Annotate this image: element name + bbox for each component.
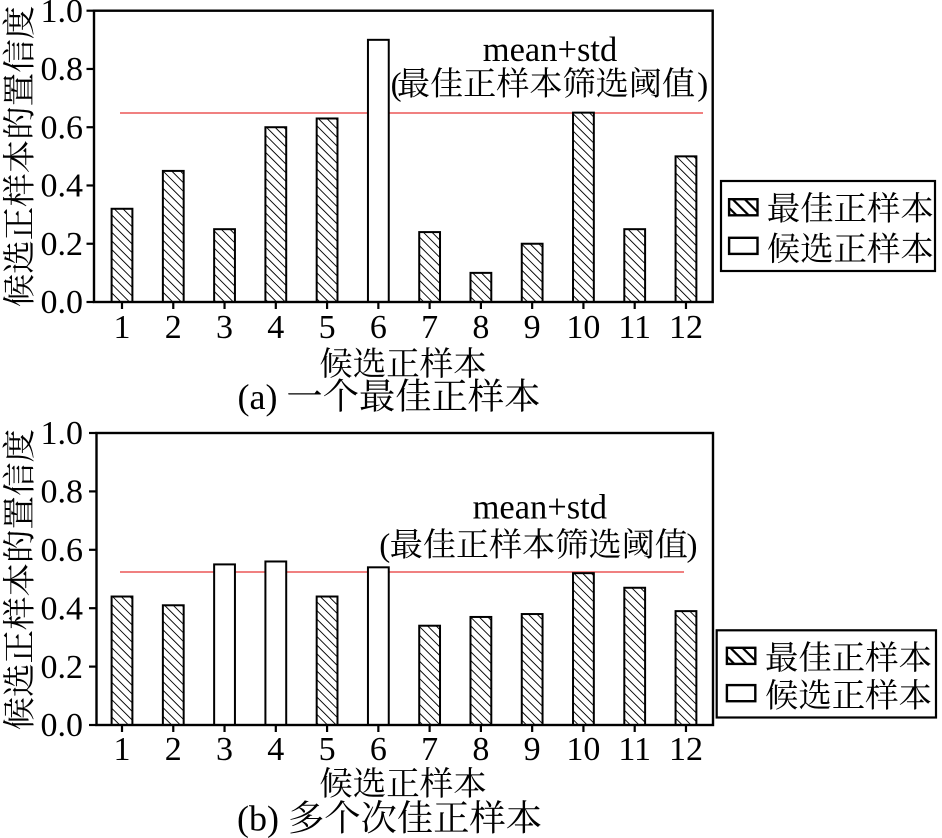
svg-text:4: 4 xyxy=(267,309,284,346)
svg-text:10: 10 xyxy=(566,309,600,346)
svg-text:7: 7 xyxy=(421,309,438,346)
svg-text:(b): (b) xyxy=(237,799,288,838)
svg-text:1.0: 1.0 xyxy=(41,0,84,30)
svg-text:1: 1 xyxy=(114,731,131,768)
svg-text:0.0: 0.0 xyxy=(41,707,84,744)
svg-text:3: 3 xyxy=(216,309,233,346)
svg-text:6: 6 xyxy=(370,309,387,346)
svg-text:0.2: 0.2 xyxy=(41,226,84,263)
svg-text:12: 12 xyxy=(669,309,703,346)
svg-text:10: 10 xyxy=(566,731,600,768)
svg-text:0.8: 0.8 xyxy=(41,51,84,88)
svg-text:12: 12 xyxy=(669,731,703,768)
svg-text:2: 2 xyxy=(165,731,182,768)
svg-text:9: 9 xyxy=(524,309,541,346)
svg-text:6: 6 xyxy=(370,731,387,768)
svg-text:mean+std: mean+std xyxy=(483,31,617,69)
svg-text:11: 11 xyxy=(618,731,651,768)
svg-text:1: 1 xyxy=(114,309,131,346)
svg-text:(: ( xyxy=(379,528,390,564)
svg-text:5: 5 xyxy=(319,309,336,346)
svg-text:0.6: 0.6 xyxy=(41,532,84,569)
svg-text:7: 7 xyxy=(421,731,438,768)
svg-text:1.0: 1.0 xyxy=(41,415,84,452)
svg-text:2: 2 xyxy=(165,309,182,346)
svg-text:): ) xyxy=(697,67,708,103)
svg-text:mean+std: mean+std xyxy=(473,488,607,526)
svg-text:4: 4 xyxy=(267,731,284,768)
svg-text:): ) xyxy=(687,528,698,564)
svg-text:0.6: 0.6 xyxy=(41,109,84,146)
svg-text:9: 9 xyxy=(524,731,541,768)
svg-text:8: 8 xyxy=(472,309,489,346)
svg-text:(: ( xyxy=(391,67,402,103)
svg-text:11: 11 xyxy=(618,309,651,346)
svg-text:0.4: 0.4 xyxy=(41,590,84,627)
svg-text:5: 5 xyxy=(319,731,336,768)
svg-text:0.4: 0.4 xyxy=(41,168,84,205)
svg-text:0.8: 0.8 xyxy=(41,474,84,511)
svg-text:8: 8 xyxy=(472,731,489,768)
svg-text:3: 3 xyxy=(216,731,233,768)
svg-text:0.2: 0.2 xyxy=(41,649,84,686)
svg-text:0.0: 0.0 xyxy=(41,284,84,321)
svg-text:(a): (a) xyxy=(238,377,287,417)
